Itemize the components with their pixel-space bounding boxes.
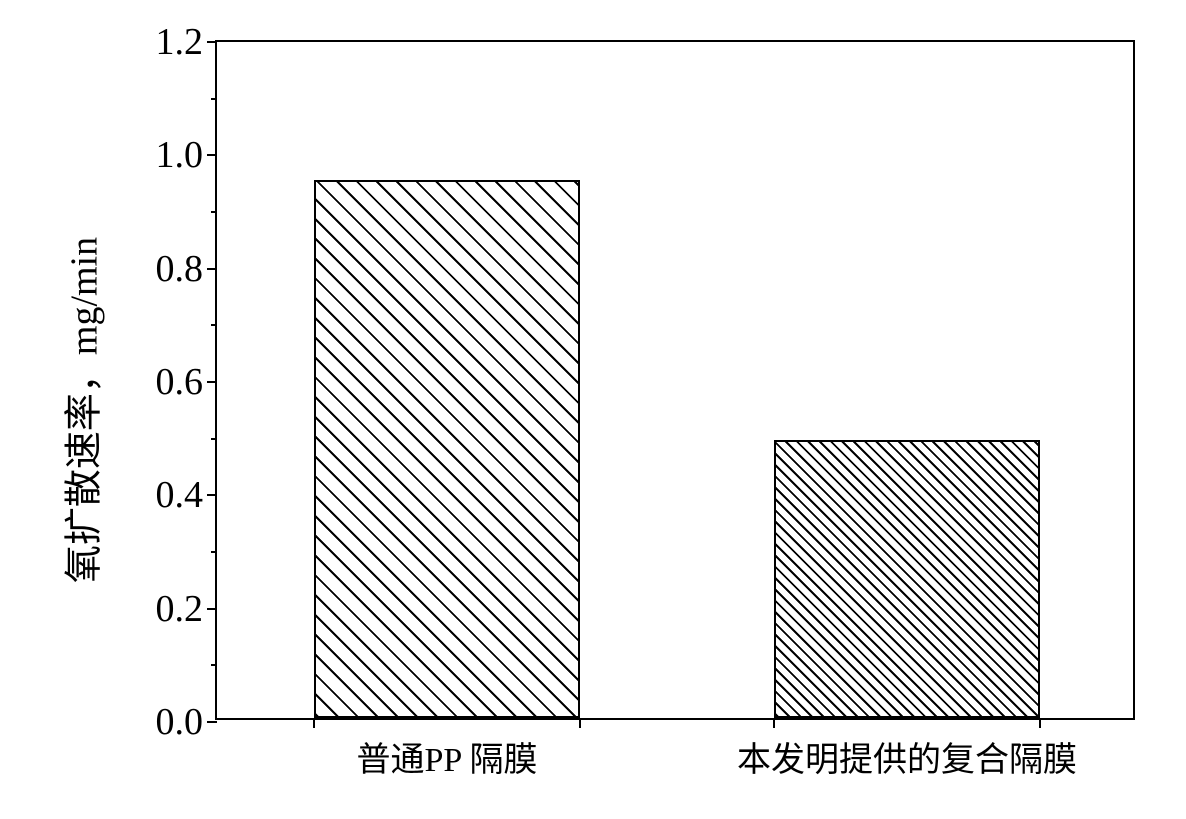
y-axis-label: 氧扩散速率，mg/min xyxy=(53,237,108,583)
y-minor-tick xyxy=(211,324,217,326)
y-tick xyxy=(207,381,217,383)
y-tick xyxy=(207,494,217,496)
y-tick xyxy=(207,41,217,43)
y-minor-tick xyxy=(211,98,217,100)
y-minor-tick xyxy=(211,211,217,213)
x-tick xyxy=(579,718,581,728)
x-tick xyxy=(1039,718,1041,728)
plot-area: 0.00.20.40.60.81.01.2普通PP 隔膜本发明提供的复合隔膜 xyxy=(215,40,1135,720)
y-tick xyxy=(207,268,217,270)
bar xyxy=(774,440,1041,718)
y-tick-label: 0.2 xyxy=(156,587,204,631)
y-tick-label: 0.0 xyxy=(156,700,204,744)
y-tick xyxy=(207,608,217,610)
y-tick xyxy=(207,154,217,156)
y-minor-tick xyxy=(211,551,217,553)
y-minor-tick xyxy=(211,664,217,666)
x-tick-label: 本发明提供的复合隔膜 xyxy=(737,732,1077,781)
y-tick-label: 0.6 xyxy=(156,360,204,404)
y-minor-tick xyxy=(211,438,217,440)
bar xyxy=(314,180,581,718)
x-tick-label: 普通PP 隔膜 xyxy=(356,732,537,781)
x-tick xyxy=(773,718,775,728)
y-tick-label: 0.8 xyxy=(156,247,204,291)
y-tick-label: 1.2 xyxy=(156,20,204,64)
y-tick-label: 1.0 xyxy=(156,133,204,177)
chart-container: 氧扩散速率，mg/min 0.00.20.40.60.81.01.2普通PP 隔… xyxy=(60,20,1140,800)
y-tick xyxy=(207,721,217,723)
x-tick xyxy=(313,718,315,728)
y-tick-label: 0.4 xyxy=(156,473,204,517)
